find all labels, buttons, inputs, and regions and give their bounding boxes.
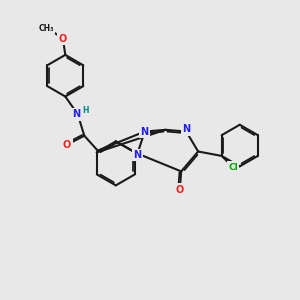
Text: N: N [182,124,190,134]
Text: N: N [72,109,80,119]
Text: O: O [176,185,184,195]
Text: H: H [82,106,88,115]
Text: N: N [141,127,149,136]
Text: O: O [63,140,71,150]
Text: N: N [134,150,142,160]
Text: O: O [59,34,67,44]
Text: Cl: Cl [228,163,238,172]
Text: CH₃: CH₃ [38,24,54,33]
